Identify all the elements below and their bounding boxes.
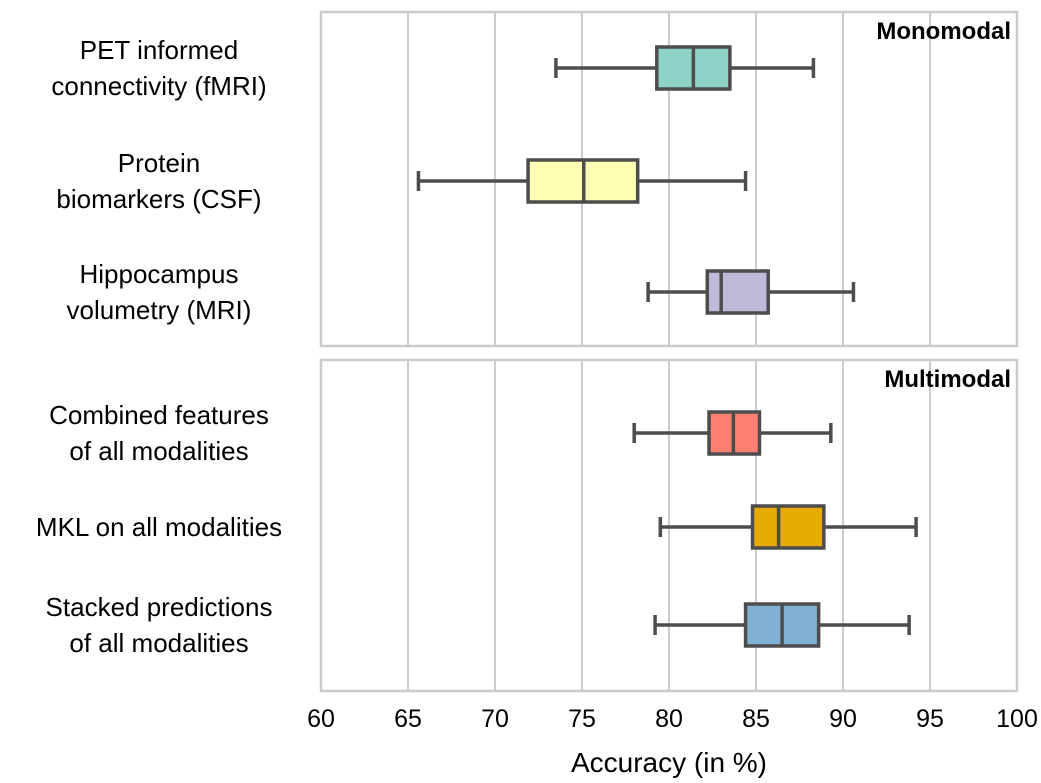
panel-label: Multimodal bbox=[884, 366, 1011, 393]
category-label: Stacked predictions bbox=[46, 592, 273, 622]
x-tick-label: 100 bbox=[996, 705, 1038, 733]
panel-frame bbox=[319, 358, 1019, 693]
category-label: MKL on all modalities bbox=[36, 512, 282, 542]
x-tick-label: 65 bbox=[394, 705, 422, 733]
category-label: PET informed bbox=[80, 35, 238, 65]
category-label: biomarkers (CSF) bbox=[56, 184, 261, 214]
x-tick-label: 95 bbox=[916, 705, 944, 733]
category-label: of all modalities bbox=[69, 436, 248, 466]
x-tick-label: 80 bbox=[655, 705, 683, 733]
box bbox=[705, 269, 770, 315]
x-tick-label: 90 bbox=[829, 705, 857, 733]
x-tick-label: 85 bbox=[742, 705, 770, 733]
category-label: Protein bbox=[118, 148, 200, 178]
panel-label: Monomodal bbox=[876, 18, 1011, 45]
x-tick-label: 70 bbox=[481, 705, 509, 733]
category-label: Combined features bbox=[49, 400, 269, 430]
x-tick-label: 75 bbox=[568, 705, 596, 733]
panel-frame bbox=[319, 10, 1019, 348]
x-tick-label: 60 bbox=[307, 705, 335, 733]
category-label: volumetry (MRI) bbox=[67, 295, 252, 325]
x-axis-label: Accuracy (in %) bbox=[571, 747, 767, 778]
category-label: connectivity (fMRI) bbox=[51, 71, 266, 101]
category-label: of all modalities bbox=[69, 628, 248, 658]
category-label: Hippocampus bbox=[80, 259, 239, 289]
box bbox=[750, 504, 826, 550]
